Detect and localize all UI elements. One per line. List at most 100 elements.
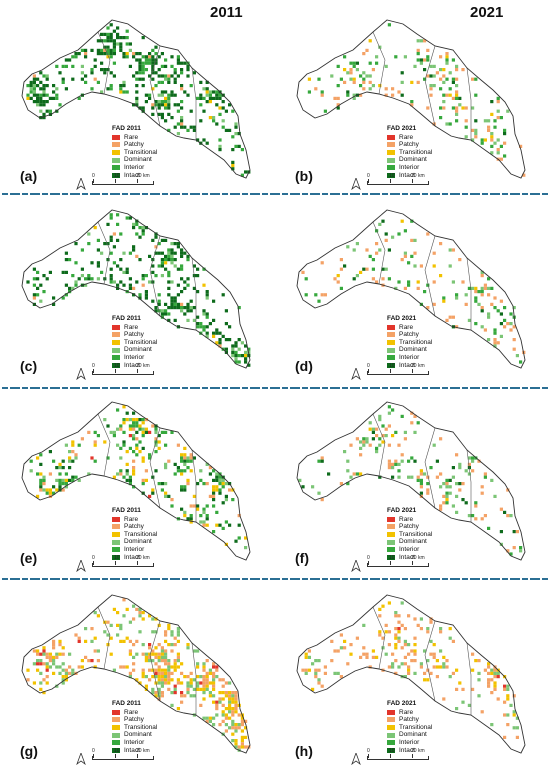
legend-label: Interior [399, 163, 420, 171]
forest-patches [26, 598, 251, 752]
legend-item-interior: Interior [387, 546, 432, 554]
legend: FAD 2011 Rare Patchy Transitional Dominant In… [112, 700, 157, 754]
legend-swatch [387, 355, 395, 361]
legend-label: Dominant [399, 538, 427, 546]
legend-item-dominant: Dominant [387, 346, 432, 354]
map-panel-e: (e) FAD 2011 Rare Patchy Transitional Dominan… [0, 392, 270, 582]
north-arrow-icon [351, 753, 361, 765]
legend-swatch [112, 732, 120, 738]
panel-letter: (g) [20, 743, 38, 759]
legend-swatch [387, 524, 395, 530]
north-arrow-icon [351, 368, 361, 380]
region-outline [21, 594, 251, 754]
legend-swatch [387, 554, 395, 560]
region-outline [296, 401, 526, 561]
legend-item-intact: Intact [112, 362, 157, 370]
legend-item-transitional: Transitional [387, 724, 432, 732]
legend-swatch [112, 709, 120, 715]
province-borders [97, 606, 197, 715]
legend-label: Interior [124, 545, 145, 553]
forest-patches [29, 405, 248, 550]
scale-tick-label: 20 km [136, 748, 150, 754]
panel-letter: (a) [20, 168, 38, 184]
forest-map [296, 401, 526, 561]
legend-swatch [387, 725, 395, 731]
north-arrow-icon [351, 178, 361, 190]
scale-tick-label: 10 [389, 748, 395, 754]
legend-item-intact: Intact [112, 554, 157, 562]
legend-item-rare: Rare [387, 516, 432, 524]
legend-item-interior: Interior [387, 354, 432, 362]
legend-item-patchy: Patchy [112, 716, 157, 724]
forest-map [21, 594, 251, 754]
scale-line [367, 179, 429, 185]
legend-label: Rare [399, 708, 414, 716]
legend-item-rare: Rare [112, 324, 157, 332]
legend-swatch [112, 740, 120, 746]
legend: FAD 2021 Rare Patchy Transitional Dominant In… [387, 507, 432, 561]
legend-swatch [112, 547, 120, 553]
map-panel-c: (c) FAD 2011 Rare Patchy Transitional Dominan… [0, 200, 270, 390]
legend-label: Transitional [399, 338, 433, 346]
legend-item-patchy: Patchy [387, 331, 432, 339]
legend: FAD 2021 Rare Patchy Transitional Dominant In… [387, 315, 432, 369]
map-panel-b: (b) FAD 2021 Rare Patchy Transitional Dominan… [275, 10, 545, 200]
scale-line [92, 754, 154, 760]
map-panel-d: (d) FAD 2021 Rare Patchy Transitional Dominan… [275, 200, 545, 390]
scale-tick-label: 20 km [411, 555, 425, 561]
scale-tick-label: 20 km [411, 363, 425, 369]
legend-swatch [387, 362, 395, 368]
legend-swatch [112, 172, 120, 178]
legend-item-interior: Interior [387, 164, 432, 172]
scale-line [367, 754, 429, 760]
map-panel-g: (g) FAD 2011 Rare Patchy Transitional Dominan… [0, 585, 270, 775]
legend-label: Intact [124, 746, 140, 754]
north-arrow-icon [351, 560, 361, 572]
panel-letter: (f) [295, 550, 309, 566]
scale-tick-label: 0 [92, 748, 95, 754]
scale-tick-label: 0 [367, 173, 370, 179]
legend-swatch [387, 134, 395, 140]
legend-swatch [112, 355, 120, 361]
legend-label: Intact [399, 361, 415, 369]
legend-item-patchy: Patchy [387, 716, 432, 724]
legend-title: FAD 2021 [387, 507, 417, 514]
legend-label: Transitional [399, 148, 433, 156]
scale-tick-label: 20 km [136, 555, 150, 561]
province-borders [372, 31, 472, 140]
legend-title: FAD 2011 [112, 700, 141, 707]
scale-line [367, 561, 429, 567]
legend-label: Patchy [124, 523, 144, 531]
legend-item-dominant: Dominant [387, 538, 432, 546]
panel-letter: (h) [295, 743, 313, 759]
scale-tick-label: 10 [114, 173, 120, 179]
forest-map [21, 209, 251, 369]
legend-swatch [112, 524, 120, 530]
legend-item-intact: Intact [387, 362, 432, 370]
legend-swatch [112, 347, 120, 353]
legend-swatch [112, 554, 120, 560]
region-outline [21, 401, 251, 561]
scale-line [92, 561, 154, 567]
legend-swatch [112, 324, 120, 330]
legend-item-interior: Interior [112, 546, 157, 554]
legend-label: Transitional [399, 530, 433, 538]
legend-label: Dominant [399, 731, 427, 739]
row-divider-2 [2, 387, 548, 389]
legend-swatch [387, 142, 395, 148]
forest-patches [26, 213, 251, 367]
province-borders [97, 221, 197, 330]
legend-item-rare: Rare [387, 709, 432, 717]
legend-item-dominant: Dominant [112, 156, 157, 164]
legend-label: Rare [399, 515, 414, 523]
forest-patches [26, 23, 251, 177]
legend-label: Transitional [124, 530, 158, 538]
legend-item-patchy: Patchy [112, 331, 157, 339]
legend-label: Dominant [124, 156, 152, 164]
legend-item-transitional: Transitional [387, 149, 432, 157]
panel-letter: (b) [295, 168, 313, 184]
legend-swatch [112, 725, 120, 731]
legend-label: Intact [124, 553, 140, 561]
scale-tick-label: 0 [367, 555, 370, 561]
panel-letter: (e) [20, 550, 38, 566]
